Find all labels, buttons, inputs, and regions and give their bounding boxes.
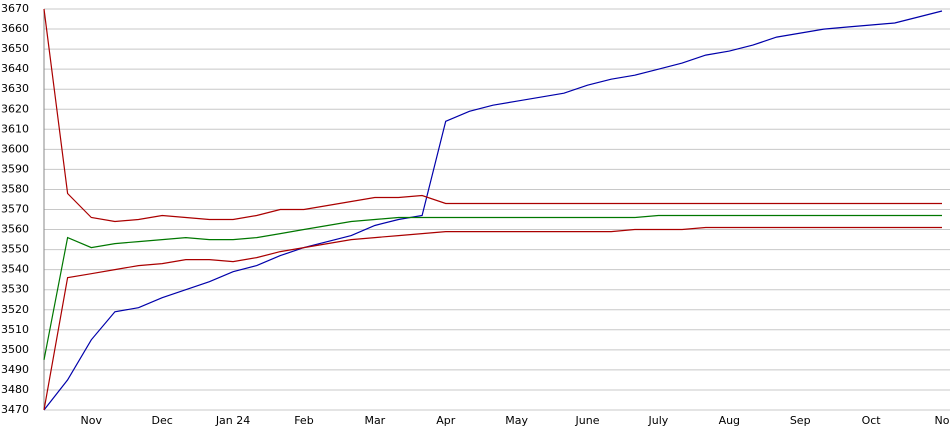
y-tick-label: 3550 <box>1 243 29 256</box>
y-tick-label: 3580 <box>1 182 29 195</box>
y-tick-label: 3670 <box>1 2 29 15</box>
x-tick-label: Jan 24 <box>215 414 250 427</box>
x-tick-label: No <box>935 414 950 427</box>
y-tick-label: 3540 <box>1 263 29 276</box>
x-tick-label: Sep <box>790 414 811 427</box>
y-tick-label: 3620 <box>1 102 29 115</box>
y-tick-label: 3560 <box>1 223 29 236</box>
y-tick-label: 3520 <box>1 303 29 316</box>
y-tick-label: 3610 <box>1 122 29 135</box>
y-tick-label: 3630 <box>1 82 29 95</box>
x-tick-label: Aug <box>719 414 740 427</box>
x-tick-label: May <box>505 414 528 427</box>
line-series <box>43 214 942 361</box>
y-tick-label: 3590 <box>1 162 29 175</box>
y-tick-label: 3530 <box>1 283 29 296</box>
line-series <box>43 8 942 223</box>
x-tick-label: Mar <box>364 414 385 427</box>
x-tick-label: July <box>648 414 669 427</box>
x-tick-label: Nov <box>81 414 103 427</box>
y-tick-label: 3470 <box>1 403 29 416</box>
line-series <box>43 10 943 411</box>
y-tick-label: 3490 <box>1 363 29 376</box>
y-tick-label: 3570 <box>1 203 29 216</box>
x-tick-label: Feb <box>294 414 313 427</box>
x-tick-label: June <box>575 414 600 427</box>
x-tick-label: Apr <box>436 414 456 427</box>
y-tick-label: 3510 <box>1 323 29 336</box>
y-tick-label: 3650 <box>1 42 29 55</box>
y-tick-label: 3660 <box>1 22 29 35</box>
x-tick-label: Dec <box>152 414 173 427</box>
y-tick-label: 3600 <box>1 142 29 155</box>
line-series <box>43 226 942 411</box>
y-tick-label: 3500 <box>1 343 29 356</box>
y-tick-label: 3640 <box>1 62 29 75</box>
x-tick-label: Oct <box>862 414 882 427</box>
y-tick-label: 3480 <box>1 383 29 396</box>
